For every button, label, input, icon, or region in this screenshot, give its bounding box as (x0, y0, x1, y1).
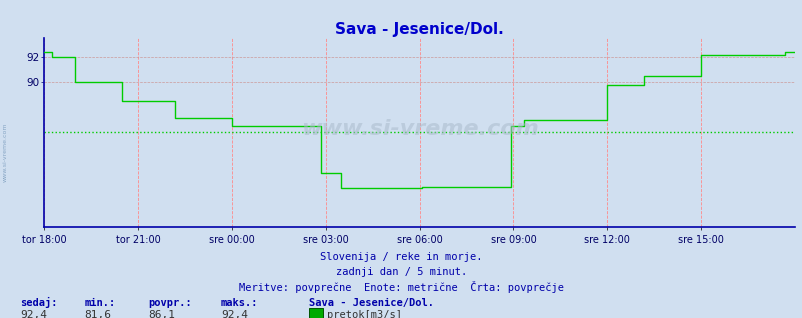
Text: zadnji dan / 5 minut.: zadnji dan / 5 minut. (335, 267, 467, 277)
Text: sedaj:: sedaj: (20, 297, 58, 308)
Text: 81,6: 81,6 (84, 310, 111, 318)
Text: www.si-vreme.com: www.si-vreme.com (3, 123, 8, 183)
Text: povpr.:: povpr.: (148, 298, 192, 308)
Text: Meritve: povprečne  Enote: metrične  Črta: povprečje: Meritve: povprečne Enote: metrične Črta:… (239, 281, 563, 293)
Text: 92,4: 92,4 (221, 310, 248, 318)
Text: 92,4: 92,4 (20, 310, 47, 318)
Title: Sava - Jesenice/Dol.: Sava - Jesenice/Dol. (334, 22, 504, 37)
Text: pretok[m3/s]: pretok[m3/s] (326, 310, 401, 318)
Text: min.:: min.: (84, 298, 115, 308)
Text: www.si-vreme.com: www.si-vreme.com (300, 119, 538, 139)
Text: Slovenija / reke in morje.: Slovenija / reke in morje. (320, 252, 482, 262)
Text: 86,1: 86,1 (148, 310, 176, 318)
Text: Sava - Jesenice/Dol.: Sava - Jesenice/Dol. (309, 298, 434, 308)
Text: maks.:: maks.: (221, 298, 258, 308)
